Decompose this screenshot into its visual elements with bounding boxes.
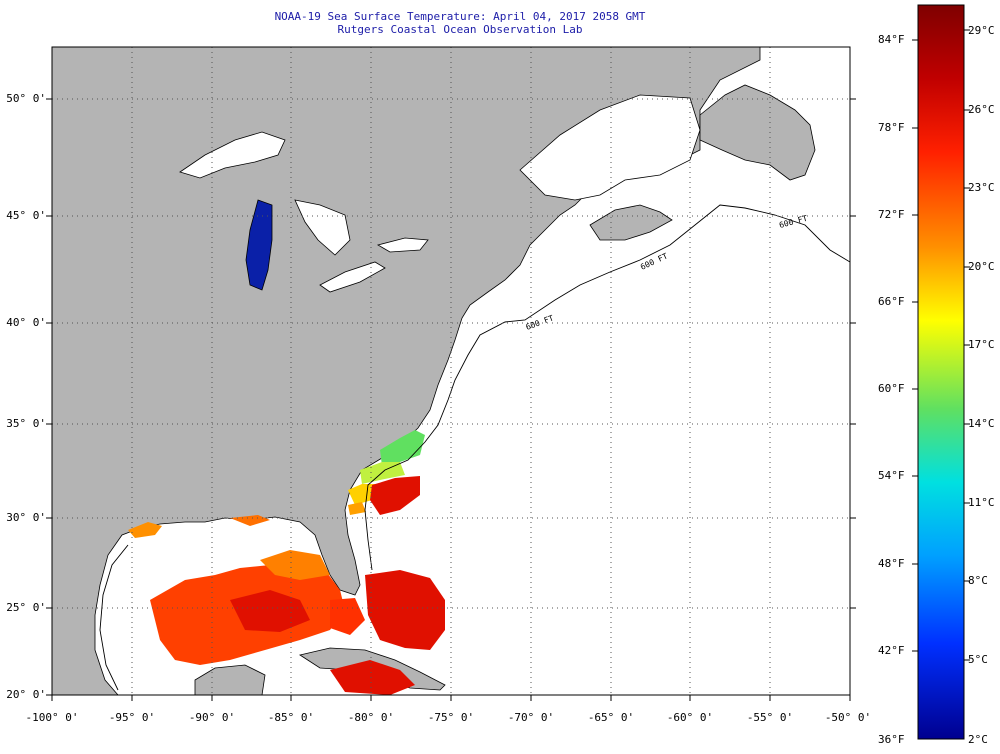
lat-label: 45° 0' [6,209,46,222]
colorbar-f-label: 54°F [878,469,905,482]
lon-label: -100° 0' [25,711,79,724]
colorbar-f-label: 60°F [878,382,905,395]
lake-ontario [376,237,429,253]
colorbar-f-label: 42°F [878,644,905,657]
colorbar-f-label: 36°F [878,733,905,746]
axis-ticks [46,98,856,701]
colorbar-c-label: 8°C [968,574,988,587]
lon-label: -80° 0' [347,711,395,724]
lon-label: -50° 0' [824,711,872,724]
isobath-600ft [364,204,850,571]
colorbar-f-label: 72°F [878,208,905,221]
colorbar-c-label: 11°C [968,496,995,509]
sst-gulf-of-mexico [128,515,415,695]
graticule [52,47,850,695]
lon-label: -65° 0' [587,711,635,724]
lat-label: 40° 0' [6,316,46,329]
lat-label: 30° 0' [6,511,46,524]
colorbar-f-label: 78°F [878,121,905,134]
lon-label: -60° 0' [666,711,714,724]
lat-label: 35° 0' [6,417,46,430]
colorbar-c-label: 29°C [968,24,995,37]
nova-scotia-land [589,204,673,241]
colorbar-c-label: 20°C [968,260,995,273]
map-title: NOAA-19 Sea Surface Temperature: April 0… [274,10,646,23]
lake-erie [319,261,386,293]
colorbar [917,4,965,740]
colorbar-c-label: 26°C [968,103,995,116]
lon-label: -85° 0' [267,711,315,724]
lon-label: -95° 0' [108,711,156,724]
colorbar-c-label: 17°C [968,338,995,351]
lat-label: 25° 0' [6,601,46,614]
map-subtitle: Rutgers Coastal Ocean Observation Lab [337,23,583,36]
colorbar-c-label: 5°C [968,653,988,666]
lake-huron [294,199,351,256]
lake-michigan [245,199,273,291]
isobath-gulf [99,544,129,691]
lon-label: -70° 0' [507,711,555,724]
colorbar-f-label: 48°F [878,557,905,570]
lon-label: -75° 0' [427,711,475,724]
lat-label: 50° 0' [6,92,46,105]
colorbar-c-label: 2°C [968,733,988,746]
colorbar-ticks [912,29,970,661]
colorbar-c-label: 23°C [968,181,995,194]
lon-label: -90° 0' [188,711,236,724]
colorbar-f-label: 66°F [878,295,905,308]
sst-florida-bahamas [330,570,445,650]
lat-label: 20° 0' [6,688,46,701]
colorbar-f-label: 84°F [878,33,905,46]
lon-label: -55° 0' [746,711,794,724]
colorbar-c-label: 14°C [968,417,995,430]
gulf-of-st-lawrence [519,94,701,201]
newfoundland-land [699,84,816,181]
